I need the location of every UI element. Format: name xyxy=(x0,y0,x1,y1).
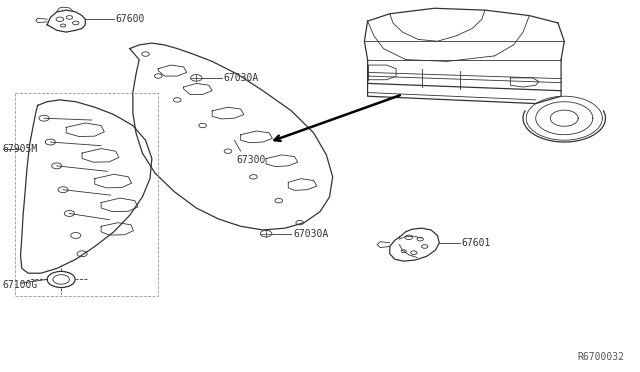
Text: R6700032: R6700032 xyxy=(577,352,625,362)
Text: 67600: 67600 xyxy=(116,14,145,24)
Text: 67030A: 67030A xyxy=(223,73,259,83)
Text: 67030A: 67030A xyxy=(293,229,328,238)
Text: 67100G: 67100G xyxy=(3,280,38,290)
Text: 67905M: 67905M xyxy=(3,144,38,154)
Text: 67601: 67601 xyxy=(461,238,491,248)
Text: 67300: 67300 xyxy=(236,155,266,165)
